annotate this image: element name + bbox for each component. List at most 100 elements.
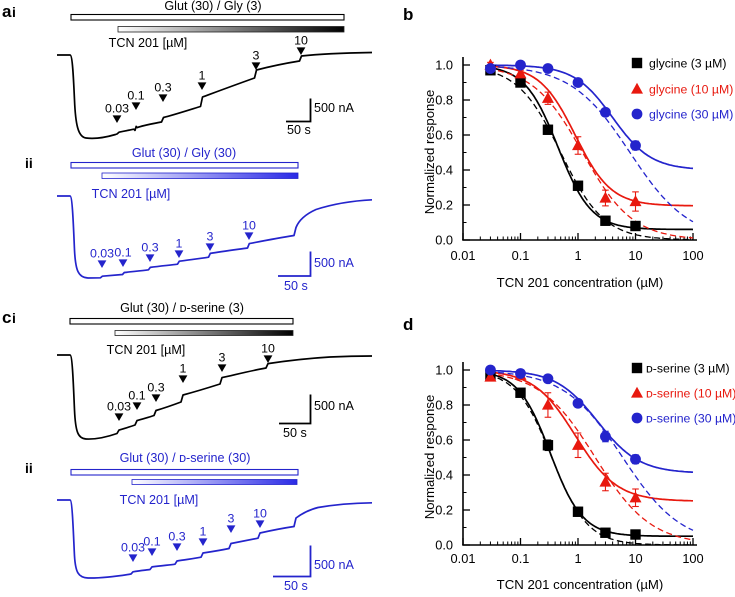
- y-tick-label: 0.8: [435, 93, 453, 108]
- tcn-label-a-ii: TCN 201 [µM]: [92, 187, 171, 201]
- dose-arrow-icon: [97, 260, 107, 268]
- data-point-square: [630, 220, 641, 232]
- data-point-triangle: [541, 91, 554, 103]
- panel-c-numeral-ii: ii: [25, 460, 33, 476]
- x-tick-label: 1: [574, 551, 581, 566]
- dose-label: 0.03: [105, 102, 129, 116]
- dose-arrow-icon: [178, 375, 188, 383]
- dose-label: 10: [253, 507, 267, 521]
- dose-label: 10: [294, 34, 308, 48]
- panel-c-traces: c i Glut (30) / ᴅ-serine (3) TCN 201 [µM…: [2, 301, 373, 593]
- dose-arrow-icon: [132, 402, 142, 410]
- dose-label: 0.1: [114, 246, 131, 260]
- dose-arrow-icon: [198, 538, 208, 546]
- data-point-square: [515, 387, 526, 398]
- scale-label-h-c-i: 50 s: [283, 426, 307, 440]
- scale-bar-c-ii: [273, 545, 312, 578]
- data-point-triangle: [629, 491, 642, 503]
- data-point-square: [600, 527, 611, 538]
- data-point-circle: [485, 364, 496, 376]
- panel-b-chart: b TCN 201 concentration (µM) Normalized …: [403, 5, 733, 290]
- dose-label: 0.3: [147, 381, 164, 395]
- fit-curve-dashed: [488, 68, 694, 239]
- data-point-circle: [572, 397, 584, 409]
- panel-c-numeral-i: i: [12, 310, 16, 326]
- y-tick-label: 1.0: [435, 58, 453, 73]
- current-trace-c-i: [57, 354, 373, 440]
- data-point-circle: [600, 431, 611, 442]
- y-axis-title-d: Normalized response: [422, 395, 437, 520]
- legend-label: glycine (30 µM): [649, 107, 733, 121]
- dose-label: 0.3: [168, 530, 185, 544]
- dose-label: 0.1: [128, 389, 145, 403]
- dose-arrow-icon: [114, 413, 124, 421]
- dose-label: 0.03: [90, 247, 114, 261]
- tcn-label-a-i: TCN 201 [µM]: [109, 36, 188, 50]
- dose-arrow-icon: [296, 47, 306, 55]
- y-tick-label: 0.0: [435, 538, 453, 553]
- y-axis-title-b: Normalized response: [422, 90, 437, 215]
- agonist-bar-a-i: [70, 13, 345, 21]
- y-tick-label: 1.0: [435, 363, 453, 378]
- fit-curve-dashed: [488, 373, 694, 541]
- agonist-bar-c-i: [69, 317, 294, 325]
- dose-label: 0.1: [127, 89, 144, 103]
- dose-label: 1: [180, 362, 187, 376]
- data-point-square: [572, 180, 584, 191]
- x-tick-label: 0.1: [512, 551, 530, 566]
- fit-curve-dashed: [488, 374, 693, 546]
- scale-bar-a-i: [286, 98, 312, 123]
- panel-d-chart: d TCN 201 concentration (µM) Normalized …: [403, 315, 735, 592]
- x-tick-label: 0.01: [451, 551, 476, 566]
- data-point-square: [572, 506, 584, 517]
- current-trace-a-i: [57, 51, 373, 140]
- y-tick-label: 0.4: [435, 468, 453, 483]
- agonist-label-c-ii: Glut (30) / ᴅ-serine (30): [120, 451, 251, 465]
- data-point-triangle: [514, 67, 527, 79]
- dose-label: 0.3: [141, 241, 158, 255]
- x-tick-label: 0.01: [451, 248, 476, 263]
- dose-label: 10: [261, 342, 275, 356]
- legend-label: glycine (10 µM): [649, 82, 733, 96]
- y-tick-label: 0.6: [435, 433, 453, 448]
- dose-label: 0.03: [107, 400, 131, 414]
- dose-arrow-icon: [112, 115, 122, 123]
- dose-arrow-icon: [147, 548, 157, 556]
- data-point-circle: [515, 59, 526, 71]
- y-tick-label: 0.4: [435, 163, 453, 178]
- data-point-triangle: [541, 398, 554, 410]
- fit-curve-dashed: [488, 70, 693, 241]
- x-tick-label: 10: [628, 551, 642, 566]
- dose-arrow-icon: [145, 254, 155, 262]
- scale-label-v-c-i: 500 nA: [314, 399, 355, 413]
- x-axis-title-d: TCN 201 concentration (µM): [497, 577, 664, 592]
- x-axis-title-b: TCN 201 concentration (µM): [497, 275, 664, 290]
- y-tick-label: 0.6: [435, 128, 453, 143]
- dose-label: 1: [199, 69, 206, 83]
- dose-arrow-icon: [197, 82, 207, 90]
- tcn-gradient-bar-a-i: [117, 26, 345, 33]
- data-point-circle: [630, 140, 641, 151]
- panel-letter-c: c: [2, 308, 11, 327]
- agonist-label-a-ii: Glut (30) / Gly (30): [132, 146, 236, 160]
- dose-label: 0.3: [154, 81, 171, 95]
- y-tick-label: 0.2: [435, 503, 453, 518]
- y-tick-label: 0.2: [435, 198, 453, 213]
- dose-arrows-a-ii: 0.03 0.1 0.3 1 3 10: [90, 219, 256, 268]
- data-point-square: [630, 529, 641, 540]
- legend-label: glycine (3 µM): [649, 56, 726, 70]
- panel-a-numeral-ii: ii: [25, 155, 33, 171]
- dose-arrow-icon: [172, 543, 182, 551]
- legend-marker-square: [631, 57, 643, 69]
- panel-a-numeral-i: i: [12, 4, 16, 20]
- tcn-gradient-bar-c-i: [114, 330, 294, 336]
- dose-arrow-icon: [131, 102, 141, 110]
- panel-letter-a: a: [2, 2, 12, 21]
- scale-label-v-a-i: 500 nA: [314, 101, 355, 115]
- data-point-circle: [600, 106, 611, 118]
- data-point-circle: [542, 63, 554, 74]
- dose-label: 0.03: [121, 541, 145, 555]
- data-point-circle: [572, 77, 584, 88]
- legend-label: ᴅ-serine (30 µM): [646, 411, 735, 425]
